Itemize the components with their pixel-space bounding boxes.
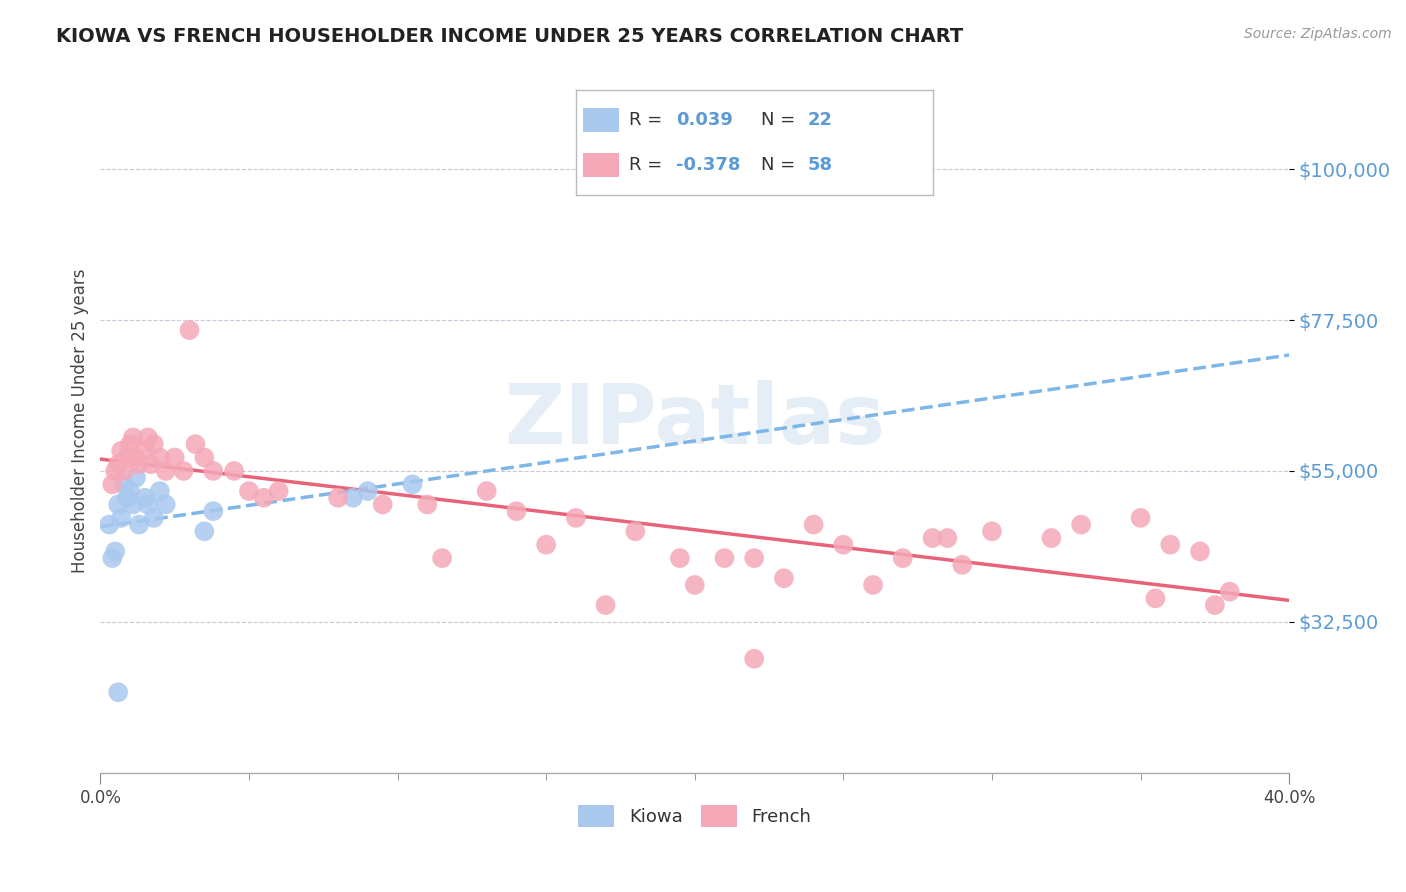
Point <box>128 517 150 532</box>
Point <box>1129 511 1152 525</box>
Point <box>173 464 195 478</box>
Text: ZIPatlas: ZIPatlas <box>505 380 886 461</box>
Point <box>742 551 765 566</box>
Point <box>371 498 394 512</box>
Point <box>110 511 132 525</box>
Text: Source: ZipAtlas.com: Source: ZipAtlas.com <box>1244 27 1392 41</box>
Point <box>104 544 127 558</box>
Point <box>125 470 148 484</box>
Point <box>862 578 884 592</box>
Point <box>222 464 245 478</box>
Point <box>155 464 177 478</box>
Point <box>115 450 138 465</box>
Point <box>107 685 129 699</box>
Point <box>125 450 148 465</box>
Point <box>624 524 647 539</box>
Point <box>155 498 177 512</box>
Point <box>416 498 439 512</box>
Point <box>238 484 260 499</box>
Point <box>1204 598 1226 612</box>
Point <box>120 484 142 499</box>
Point <box>122 498 145 512</box>
Text: KIOWA VS FRENCH HOUSEHOLDER INCOME UNDER 25 YEARS CORRELATION CHART: KIOWA VS FRENCH HOUSEHOLDER INCOME UNDER… <box>56 27 963 45</box>
Point <box>122 430 145 444</box>
Point <box>595 598 617 612</box>
Point <box>120 437 142 451</box>
Y-axis label: Householder Income Under 25 years: Householder Income Under 25 years <box>72 268 89 573</box>
Point <box>803 517 825 532</box>
Legend: Kiowa, French: Kiowa, French <box>571 797 818 834</box>
Point <box>134 491 156 505</box>
Point <box>142 511 165 525</box>
Point <box>142 437 165 451</box>
Point <box>253 491 276 505</box>
Point <box>134 443 156 458</box>
Point <box>1159 538 1181 552</box>
Point <box>683 578 706 592</box>
Point <box>981 524 1004 539</box>
Point <box>921 531 943 545</box>
Point <box>149 450 172 465</box>
Point <box>193 524 215 539</box>
Point <box>98 517 121 532</box>
Point <box>1188 544 1211 558</box>
Point <box>139 457 162 471</box>
Point <box>891 551 914 566</box>
Point <box>202 464 225 478</box>
Point <box>1070 517 1092 532</box>
Point <box>565 511 588 525</box>
Point <box>1144 591 1167 606</box>
Point <box>112 477 135 491</box>
Point <box>149 484 172 499</box>
Point <box>950 558 973 572</box>
Point <box>107 498 129 512</box>
Point <box>104 464 127 478</box>
Point <box>401 477 423 491</box>
Point <box>101 551 124 566</box>
Point <box>179 323 201 337</box>
Point <box>713 551 735 566</box>
Point <box>669 551 692 566</box>
Point <box>505 504 527 518</box>
Point <box>1219 584 1241 599</box>
Point <box>326 491 349 505</box>
Point <box>112 464 135 478</box>
Point <box>267 484 290 499</box>
Point <box>742 651 765 665</box>
Point <box>773 571 796 585</box>
Point <box>184 437 207 451</box>
Point <box>107 457 129 471</box>
Point <box>357 484 380 499</box>
Point <box>115 491 138 505</box>
Point <box>1040 531 1063 545</box>
Point <box>475 484 498 499</box>
Point <box>534 538 557 552</box>
Point <box>101 477 124 491</box>
Point <box>202 504 225 518</box>
Point <box>936 531 959 545</box>
Point <box>136 430 159 444</box>
Point <box>110 443 132 458</box>
Point <box>342 491 364 505</box>
Point <box>430 551 453 566</box>
Point <box>163 450 186 465</box>
Point <box>832 538 855 552</box>
Point <box>128 457 150 471</box>
Point <box>193 450 215 465</box>
Point <box>136 498 159 512</box>
